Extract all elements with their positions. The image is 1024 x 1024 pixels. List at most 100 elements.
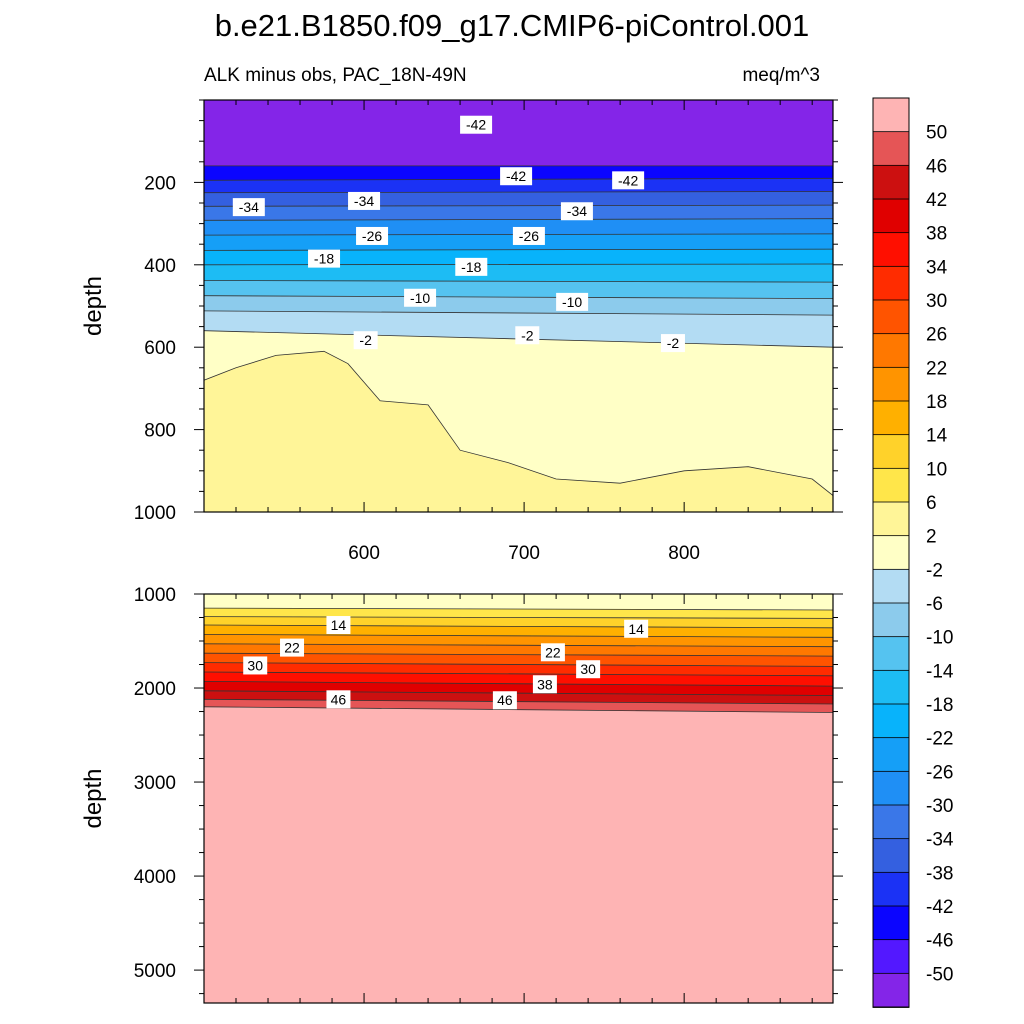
colorbar-box [872, 703, 910, 739]
lower-ytick-label-2000: 2000 [134, 679, 176, 700]
upper-contour-label-bg-7 [512, 226, 545, 245]
upper-xtick-label-800: 800 [668, 543, 700, 564]
colorbar-box [872, 871, 910, 907]
upper-subtitle-left: ALK minus obs, PAC_18N-49N [204, 65, 467, 86]
lower-contour-label-bg-3 [540, 643, 565, 662]
colorbar-box [872, 972, 910, 1008]
lower-isoline-26 [204, 652, 833, 657]
upper-contour-label-bg-0 [460, 115, 493, 134]
colorbar-label-18: 18 [926, 392, 947, 413]
lower-contour-label-7: 46 [331, 691, 347, 707]
upper-contour-label-bg-4 [348, 191, 381, 210]
upper-ytick-label-400: 400 [144, 256, 176, 277]
lower-isoline-22 [204, 643, 833, 648]
upper-contour-label-bg-6 [356, 226, 389, 245]
colorbar-label--2: -2 [926, 560, 943, 581]
colorbar-label--34: -34 [926, 830, 954, 851]
colorbar-box [872, 333, 910, 369]
lower-isoline-42 [204, 690, 833, 696]
colorbar-label--38: -38 [926, 863, 953, 884]
lower-contour-label-3: 22 [545, 644, 561, 660]
colorbar-label-6: 6 [926, 493, 937, 514]
upper-contour-label-13: -2 [521, 327, 534, 343]
colorbar-box [872, 636, 910, 672]
lower-ytick-label-4000: 4000 [134, 867, 176, 888]
lower-contour-label-bg-8 [492, 691, 517, 710]
colorbar-box [872, 400, 910, 436]
upper-contour-label-2: -42 [618, 172, 638, 188]
upper-isoline--10 [204, 295, 833, 299]
upper-ytick-label-600: 600 [144, 338, 176, 359]
colorbar-label--14: -14 [926, 661, 954, 682]
lower-ytick-label-1000: 1000 [134, 585, 176, 606]
colorbar-box [872, 299, 910, 335]
colorbar-label-10: 10 [926, 459, 947, 480]
lower-contour-label-2: 22 [284, 640, 300, 656]
upper-contour-label-bg-9 [455, 257, 488, 276]
lower-contour-label-0: 14 [331, 617, 347, 633]
colorbar-label--46: -46 [926, 931, 953, 952]
colorbar-box [872, 669, 910, 705]
colorbar-box [872, 905, 910, 941]
lower-band-50 [204, 706, 833, 1003]
figure-title: b.e21.B1850.f09_g17.CMIP6-piControl.001 [215, 8, 810, 43]
upper-band-2 [204, 351, 833, 512]
upper-contour-label-6: -26 [362, 228, 382, 244]
lower-contour-label-6: 38 [537, 676, 553, 692]
colorbar-box [872, 737, 910, 773]
upper-contour-label-1: -42 [506, 168, 526, 184]
lower-isoline-50 [204, 706, 833, 713]
lower-isoline-34 [204, 671, 833, 677]
lower-contour-label-8: 46 [497, 692, 513, 708]
lower-contour-label-bg-4 [243, 656, 268, 675]
upper-ylabel: depth [80, 276, 107, 336]
colorbar-frame [872, 97, 910, 1008]
upper-xtick-label-700: 700 [508, 543, 540, 564]
upper-xtick-label-600: 600 [348, 543, 380, 564]
upper-contour-label-bg-3 [232, 198, 265, 217]
upper-isoline--30 [204, 218, 833, 221]
upper-contour-label-7: -26 [519, 228, 539, 244]
colorbar-box [872, 838, 910, 874]
upper-contour-label-14: -2 [667, 335, 680, 351]
lower-isoline-6 [204, 607, 833, 611]
upper-contour-label-8: -18 [314, 251, 334, 267]
upper-contour-label-12: -2 [359, 332, 372, 348]
colorbar-label-2: 2 [926, 527, 937, 548]
upper-isoline-2 [204, 350, 833, 496]
colorbar-box [872, 366, 910, 402]
upper-plot-area: -42 -42 -42 -34 -34 -34 -26 -26 -18 -18 -10 -10 -2 -2… [204, 100, 833, 512]
upper-ytick-label-200: 200 [144, 173, 176, 194]
upper-ytick-label-1000: 1000 [134, 503, 176, 524]
colorbar-box [872, 131, 910, 167]
lower-panel: 14 14 22 22 30 30 38 46 46 1000 2000 3000 4000 5000 de… [80, 585, 843, 1004]
colorbar-box [872, 939, 910, 975]
upper-panel: -42 -42 -42 -34 -34 -34 -26 -26 -18 -18 -10 -10 -2 -2… [80, 99, 843, 564]
upper-contour-label-11: -10 [562, 294, 582, 310]
lower-isoline-18 [204, 634, 833, 638]
colorbar-label-22: 22 [926, 358, 947, 379]
colorbar-label-50: 50 [926, 123, 947, 144]
upper-subtitle-units: meq/m^3 [742, 65, 820, 86]
lower-contour-label-bg-0 [326, 616, 351, 635]
lower-ytick-label-3000: 3000 [134, 773, 176, 794]
lower-contour-label-bg-6 [532, 675, 557, 694]
colorbar-label--18: -18 [926, 695, 953, 716]
colorbar-box [872, 770, 910, 806]
lower-isoline-46 [204, 698, 833, 705]
colorbar-label-46: 46 [926, 156, 947, 177]
colorbar-box [872, 535, 910, 571]
lower-contour-label-5: 30 [580, 661, 596, 677]
colorbar-label--6: -6 [926, 594, 943, 615]
lower-contour-label-bg-2 [280, 638, 305, 657]
colorbar-box [872, 467, 910, 503]
upper-contour-label-bg-5 [560, 202, 593, 221]
upper-contour-label-0: -42 [466, 117, 486, 133]
colorbar-label--42: -42 [926, 897, 953, 918]
colorbar-label--50: -50 [926, 964, 953, 985]
lower-isoline-14 [204, 624, 833, 629]
upper-contour-label-bg-13 [515, 326, 540, 345]
upper-contour-label-bg-14 [660, 334, 685, 353]
colorbar-label-30: 30 [926, 291, 947, 312]
colorbar-box [872, 97, 910, 133]
